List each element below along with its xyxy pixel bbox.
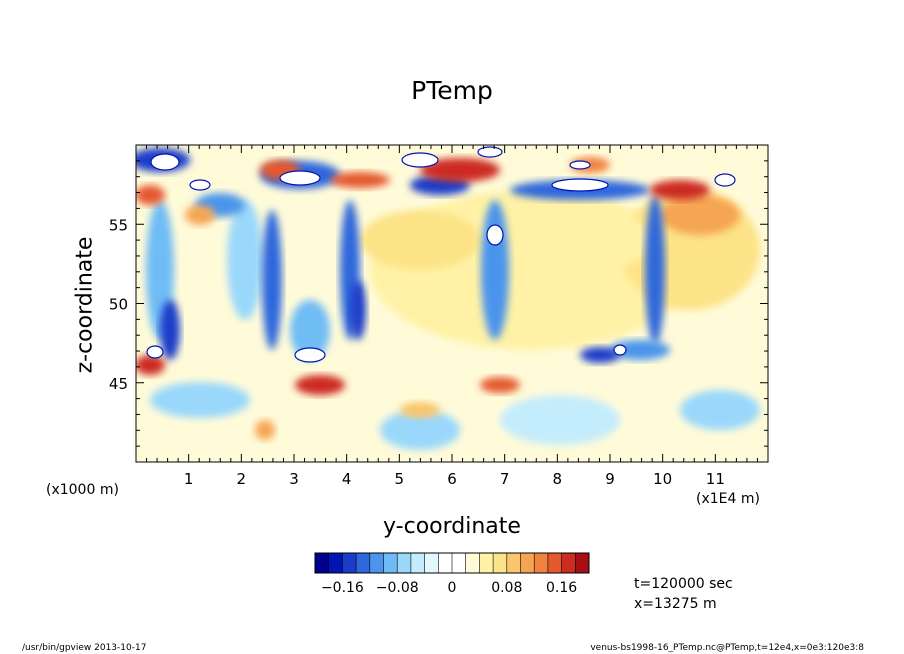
heatmap-patch	[650, 180, 710, 200]
y-tick-label: 50	[109, 296, 128, 314]
colorbar-tick-label: 0	[448, 580, 457, 596]
heatmap-saturated-cell	[150, 153, 180, 171]
x-tick-label: 4	[342, 470, 352, 488]
x-axis-unit-label: (x1000 m)	[46, 482, 119, 498]
colorbar-swatch	[424, 553, 439, 573]
heatmap-patch	[550, 210, 650, 270]
x-tick-label: 6	[447, 470, 457, 488]
colorbar-tick-label: 0.08	[491, 580, 522, 596]
x-tick-label: 1	[184, 470, 194, 488]
heatmap-patch	[680, 390, 760, 430]
heatmap-patch	[645, 195, 665, 345]
heatmap-patch	[610, 340, 670, 360]
colorbar-swatch	[547, 553, 563, 573]
time-annotation: t=120000 sec	[634, 576, 733, 592]
y-ticks: 45 50 55	[109, 144, 768, 463]
heatmap-patch	[660, 195, 740, 235]
heatmap-patch	[160, 300, 180, 360]
colorbar-tick-label: 0.16	[546, 580, 577, 596]
colorbar-swatch	[493, 553, 508, 573]
colorbar-swatch	[369, 553, 384, 573]
colorbar: −0.16 −0.08 0 0.08 0.16	[314, 552, 590, 596]
colorbar-swatch	[315, 553, 330, 573]
y-tick-label: 45	[109, 375, 128, 393]
heatmap-saturated-cell	[613, 344, 627, 356]
heatmap-patch	[295, 375, 345, 395]
heatmap-field	[136, 145, 768, 462]
heatmap-saturated-cell	[279, 170, 321, 186]
heatmap-patch	[380, 410, 460, 450]
x-ticks: 1 2 3 4 5 6 7 8 9 10 11	[135, 145, 769, 488]
colorbar-tick-label: −0.16	[321, 580, 364, 596]
x-axis-label: y-coordinate	[383, 514, 521, 539]
heatmap-saturated-cell	[401, 152, 439, 168]
chart-title: PTemp	[411, 76, 493, 105]
x-tick-label: 10	[653, 470, 672, 488]
heatmap-patch	[420, 158, 500, 182]
heatmap-patch	[136, 185, 165, 205]
x-tick-label: 2	[237, 470, 247, 488]
colorbar-swatch	[465, 553, 480, 573]
heatmap-patch	[136, 355, 165, 375]
heatmap-patch	[580, 347, 620, 363]
colorbar-swatch	[383, 553, 398, 573]
heatmap-patch	[262, 210, 282, 350]
colorbar-frame	[314, 552, 590, 574]
colorbar-swatch	[520, 553, 535, 573]
colorbar-swatch	[438, 553, 453, 573]
footer-right: venus-bs1998-16_PTemp.nc@PTemp,t=12e4,x=…	[590, 643, 864, 653]
colorbar-swatch	[506, 553, 521, 573]
x-tick-label: 8	[553, 470, 563, 488]
heatmap-patch	[185, 205, 215, 225]
colorbar-swatch	[561, 553, 576, 573]
heatmap-saturated-cell	[294, 347, 326, 363]
heatmap-patch	[227, 200, 263, 320]
colorbar-swatch	[479, 553, 494, 573]
heatmap-saturated-cell	[551, 178, 609, 192]
heatmap-patch	[400, 402, 440, 418]
x-tick-label: 11	[706, 470, 725, 488]
colorbar-swatch	[452, 553, 467, 573]
position-annotation: x=13275 m	[634, 596, 717, 612]
heatmap-patch	[480, 377, 520, 393]
heatmap-saturated-cell	[714, 173, 736, 187]
colorbar-swatch	[397, 553, 412, 573]
heatmap-patch	[350, 280, 366, 340]
heatmap-patch	[255, 420, 275, 440]
x-tick-label: 9	[605, 470, 615, 488]
colorbar-swatch	[356, 553, 371, 573]
heatmap-patch	[481, 200, 509, 340]
heatmap-saturated-cell	[486, 224, 504, 246]
heatmap-saturated-cell	[477, 146, 503, 158]
heatmap-patch	[150, 382, 250, 418]
heatmap-patch	[500, 395, 620, 445]
x-tick-label: 5	[395, 470, 405, 488]
x-axis-unit-label-secondary: (x1E4 m)	[696, 491, 760, 507]
heatmap-saturated-cell	[189, 179, 211, 191]
footer-left: /usr/bin/gpview 2013-10-17	[22, 643, 147, 653]
y-tick-label: 55	[109, 216, 128, 234]
heatmap-saturated-cell	[569, 160, 591, 170]
heatmap-patch	[330, 172, 390, 188]
x-tick-label: 7	[500, 470, 510, 488]
colorbar-swatch	[534, 553, 549, 573]
heatmap-patch	[360, 210, 480, 270]
x-tick-label: 3	[289, 470, 299, 488]
colorbar-swatch	[328, 553, 343, 573]
colorbar-swatch	[342, 553, 357, 573]
colorbar-swatch	[575, 553, 590, 573]
heatmap-patch	[290, 300, 330, 360]
colorbar-tick-label: −0.08	[376, 580, 419, 596]
colorbar-swatch	[410, 553, 426, 573]
heatmap-saturated-cell	[146, 345, 164, 359]
